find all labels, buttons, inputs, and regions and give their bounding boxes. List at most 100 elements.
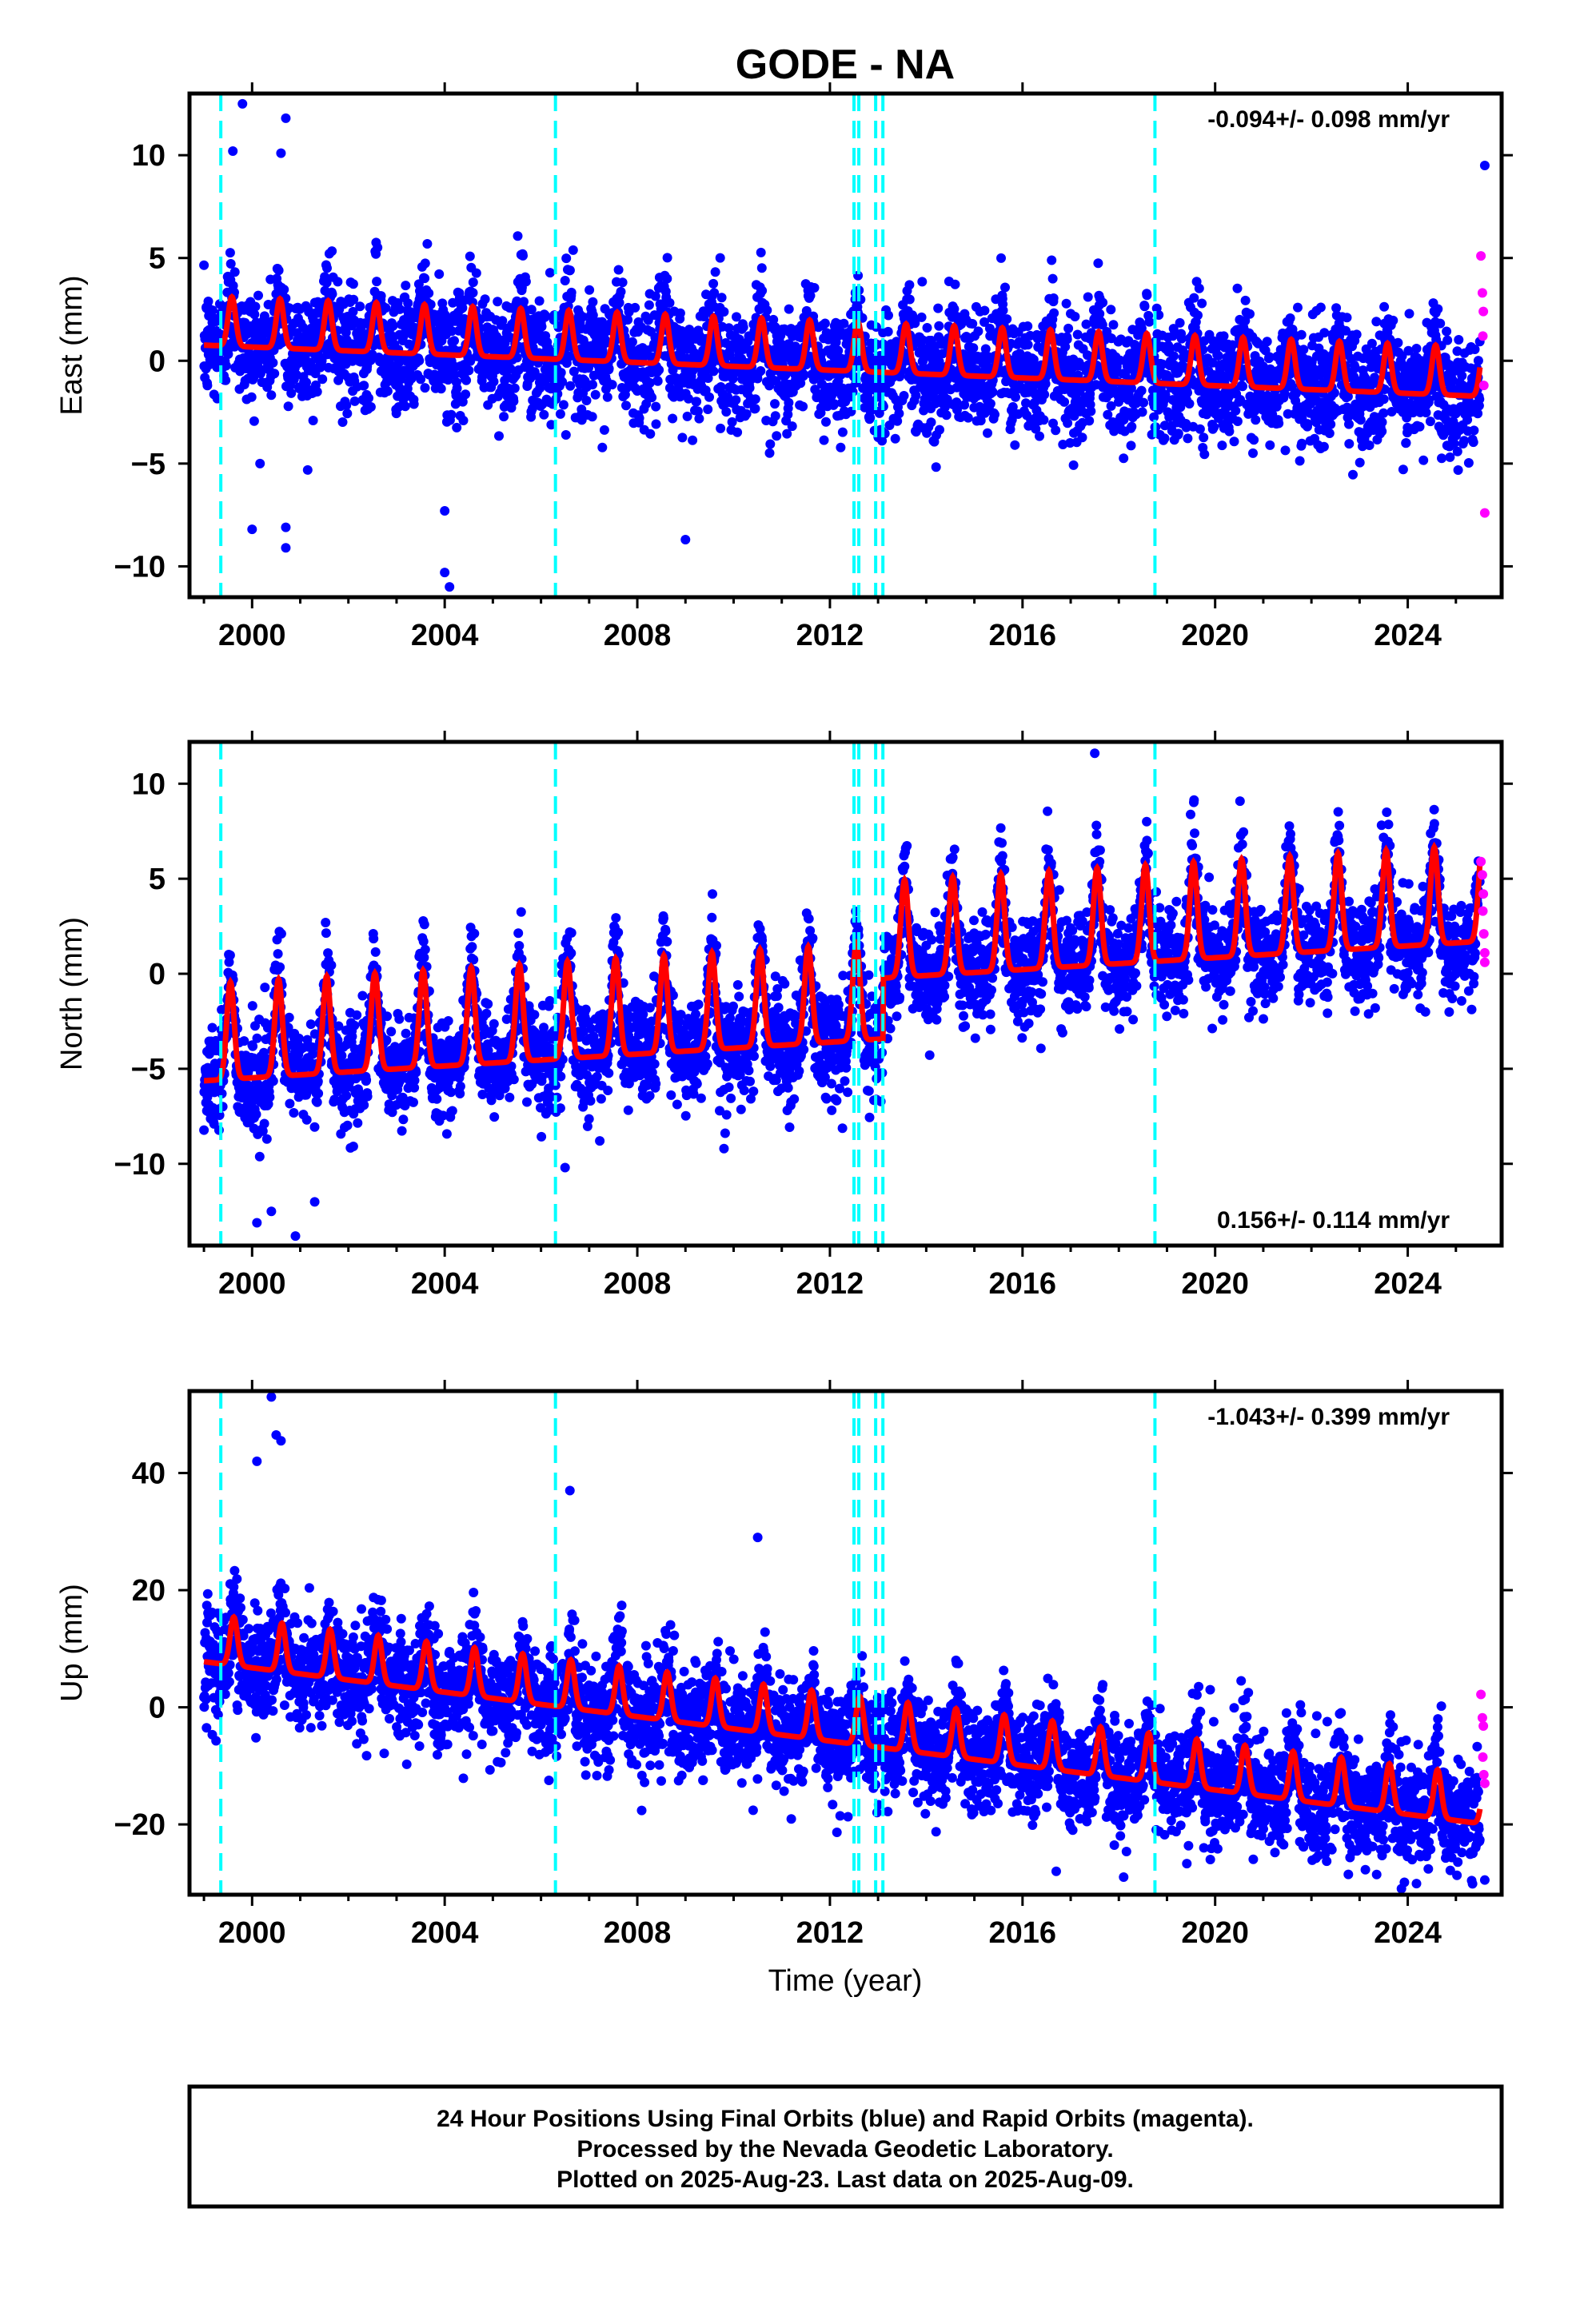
data-point bbox=[1344, 439, 1354, 448]
data-point bbox=[1316, 303, 1326, 313]
data-point bbox=[1002, 314, 1011, 324]
outlier-point bbox=[680, 535, 690, 544]
data-point bbox=[1078, 433, 1087, 442]
y-axis-label: East (mm) bbox=[55, 275, 89, 415]
data-point bbox=[509, 397, 518, 406]
data-point bbox=[820, 319, 830, 329]
data-point bbox=[266, 390, 276, 400]
data-point bbox=[1402, 438, 1411, 448]
data-point bbox=[1454, 335, 1463, 345]
data-point bbox=[494, 431, 504, 440]
y-tick-label: −10 bbox=[114, 550, 166, 584]
data-point bbox=[1139, 398, 1148, 408]
data-point bbox=[990, 410, 999, 420]
data-point bbox=[381, 303, 390, 313]
data-point bbox=[366, 402, 376, 412]
data-point bbox=[1415, 422, 1425, 432]
data-point bbox=[556, 409, 565, 419]
data-point bbox=[328, 289, 337, 299]
data-point bbox=[1023, 340, 1033, 349]
data-point bbox=[518, 251, 528, 261]
data-point bbox=[313, 1098, 322, 1107]
data-point bbox=[559, 400, 569, 409]
data-point bbox=[539, 410, 549, 420]
x-tick-label: 2012 bbox=[796, 619, 864, 652]
data-point bbox=[1459, 436, 1469, 445]
data-point bbox=[1352, 329, 1362, 339]
data-point bbox=[820, 436, 829, 445]
outlier-point bbox=[440, 568, 449, 577]
data-point bbox=[310, 1122, 320, 1132]
data-point bbox=[942, 410, 952, 420]
data-point bbox=[1219, 331, 1229, 341]
outlier-point bbox=[440, 506, 449, 516]
data-point bbox=[1464, 458, 1474, 468]
data-point bbox=[350, 397, 360, 406]
data-point bbox=[401, 401, 410, 411]
data-point bbox=[422, 239, 432, 249]
data-point bbox=[284, 401, 293, 411]
data-point bbox=[421, 383, 430, 393]
data-point bbox=[286, 389, 296, 398]
outlier-point bbox=[228, 146, 237, 156]
data-point bbox=[199, 261, 209, 270]
data-point bbox=[434, 269, 444, 279]
data-point bbox=[645, 429, 655, 439]
data-point bbox=[493, 297, 502, 306]
outlier-point bbox=[1480, 161, 1490, 170]
data-point bbox=[756, 366, 765, 376]
data-point bbox=[935, 425, 944, 435]
data-point bbox=[757, 286, 767, 296]
data-point bbox=[784, 398, 793, 408]
data-point bbox=[414, 356, 424, 365]
data-point bbox=[248, 1042, 257, 1051]
data-point bbox=[1047, 256, 1056, 265]
data-point bbox=[1106, 305, 1115, 314]
data-point bbox=[905, 295, 915, 305]
rapid-orbit-point bbox=[1478, 307, 1488, 317]
data-point bbox=[668, 414, 677, 424]
data-point bbox=[1169, 351, 1179, 361]
data-point bbox=[927, 417, 936, 427]
data-point bbox=[561, 253, 571, 263]
final-orbits-points bbox=[199, 99, 1490, 592]
data-point bbox=[457, 303, 467, 313]
chart-title: GODE - NA bbox=[736, 42, 955, 88]
data-point bbox=[891, 434, 900, 444]
data-point bbox=[1039, 390, 1049, 400]
data-point bbox=[279, 285, 289, 294]
data-point bbox=[269, 1076, 278, 1086]
data-point bbox=[1035, 432, 1044, 441]
data-point bbox=[1070, 312, 1079, 321]
data-point bbox=[1249, 435, 1259, 444]
data-point bbox=[784, 305, 794, 314]
data-point bbox=[461, 389, 470, 399]
data-point bbox=[275, 963, 285, 972]
data-point bbox=[968, 343, 978, 353]
data-point bbox=[545, 268, 555, 277]
data-point bbox=[1274, 419, 1283, 429]
data-point bbox=[1433, 305, 1442, 314]
data-point bbox=[252, 1110, 261, 1119]
data-point bbox=[980, 306, 989, 316]
data-point bbox=[1233, 417, 1243, 426]
data-point bbox=[933, 304, 943, 313]
data-point bbox=[265, 1092, 274, 1102]
data-point bbox=[204, 297, 213, 306]
data-point bbox=[401, 281, 410, 290]
data-point bbox=[1453, 447, 1462, 456]
data-point bbox=[932, 462, 941, 472]
data-point bbox=[388, 321, 397, 331]
rapid-orbit-point bbox=[1480, 508, 1490, 518]
data-point bbox=[260, 983, 269, 992]
data-point bbox=[1138, 407, 1147, 417]
data-point bbox=[1217, 440, 1227, 450]
data-point bbox=[721, 407, 731, 417]
data-point bbox=[1286, 313, 1295, 323]
data-point bbox=[285, 1099, 294, 1109]
data-point bbox=[771, 411, 780, 421]
data-point bbox=[1214, 351, 1223, 361]
data-point bbox=[1293, 303, 1303, 313]
data-point bbox=[302, 1115, 312, 1125]
